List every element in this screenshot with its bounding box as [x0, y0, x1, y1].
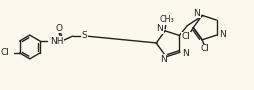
- Text: N: N: [219, 30, 226, 39]
- Text: Cl: Cl: [201, 44, 210, 53]
- Text: Cl: Cl: [182, 32, 191, 41]
- Text: N: N: [182, 49, 189, 58]
- Text: S: S: [82, 31, 87, 40]
- Text: N: N: [156, 24, 163, 33]
- Text: O: O: [56, 24, 63, 33]
- Text: NH: NH: [50, 37, 64, 46]
- Text: Cl: Cl: [1, 48, 10, 57]
- Text: CH₃: CH₃: [160, 15, 174, 24]
- Text: N: N: [160, 55, 167, 64]
- Text: N: N: [194, 9, 200, 18]
